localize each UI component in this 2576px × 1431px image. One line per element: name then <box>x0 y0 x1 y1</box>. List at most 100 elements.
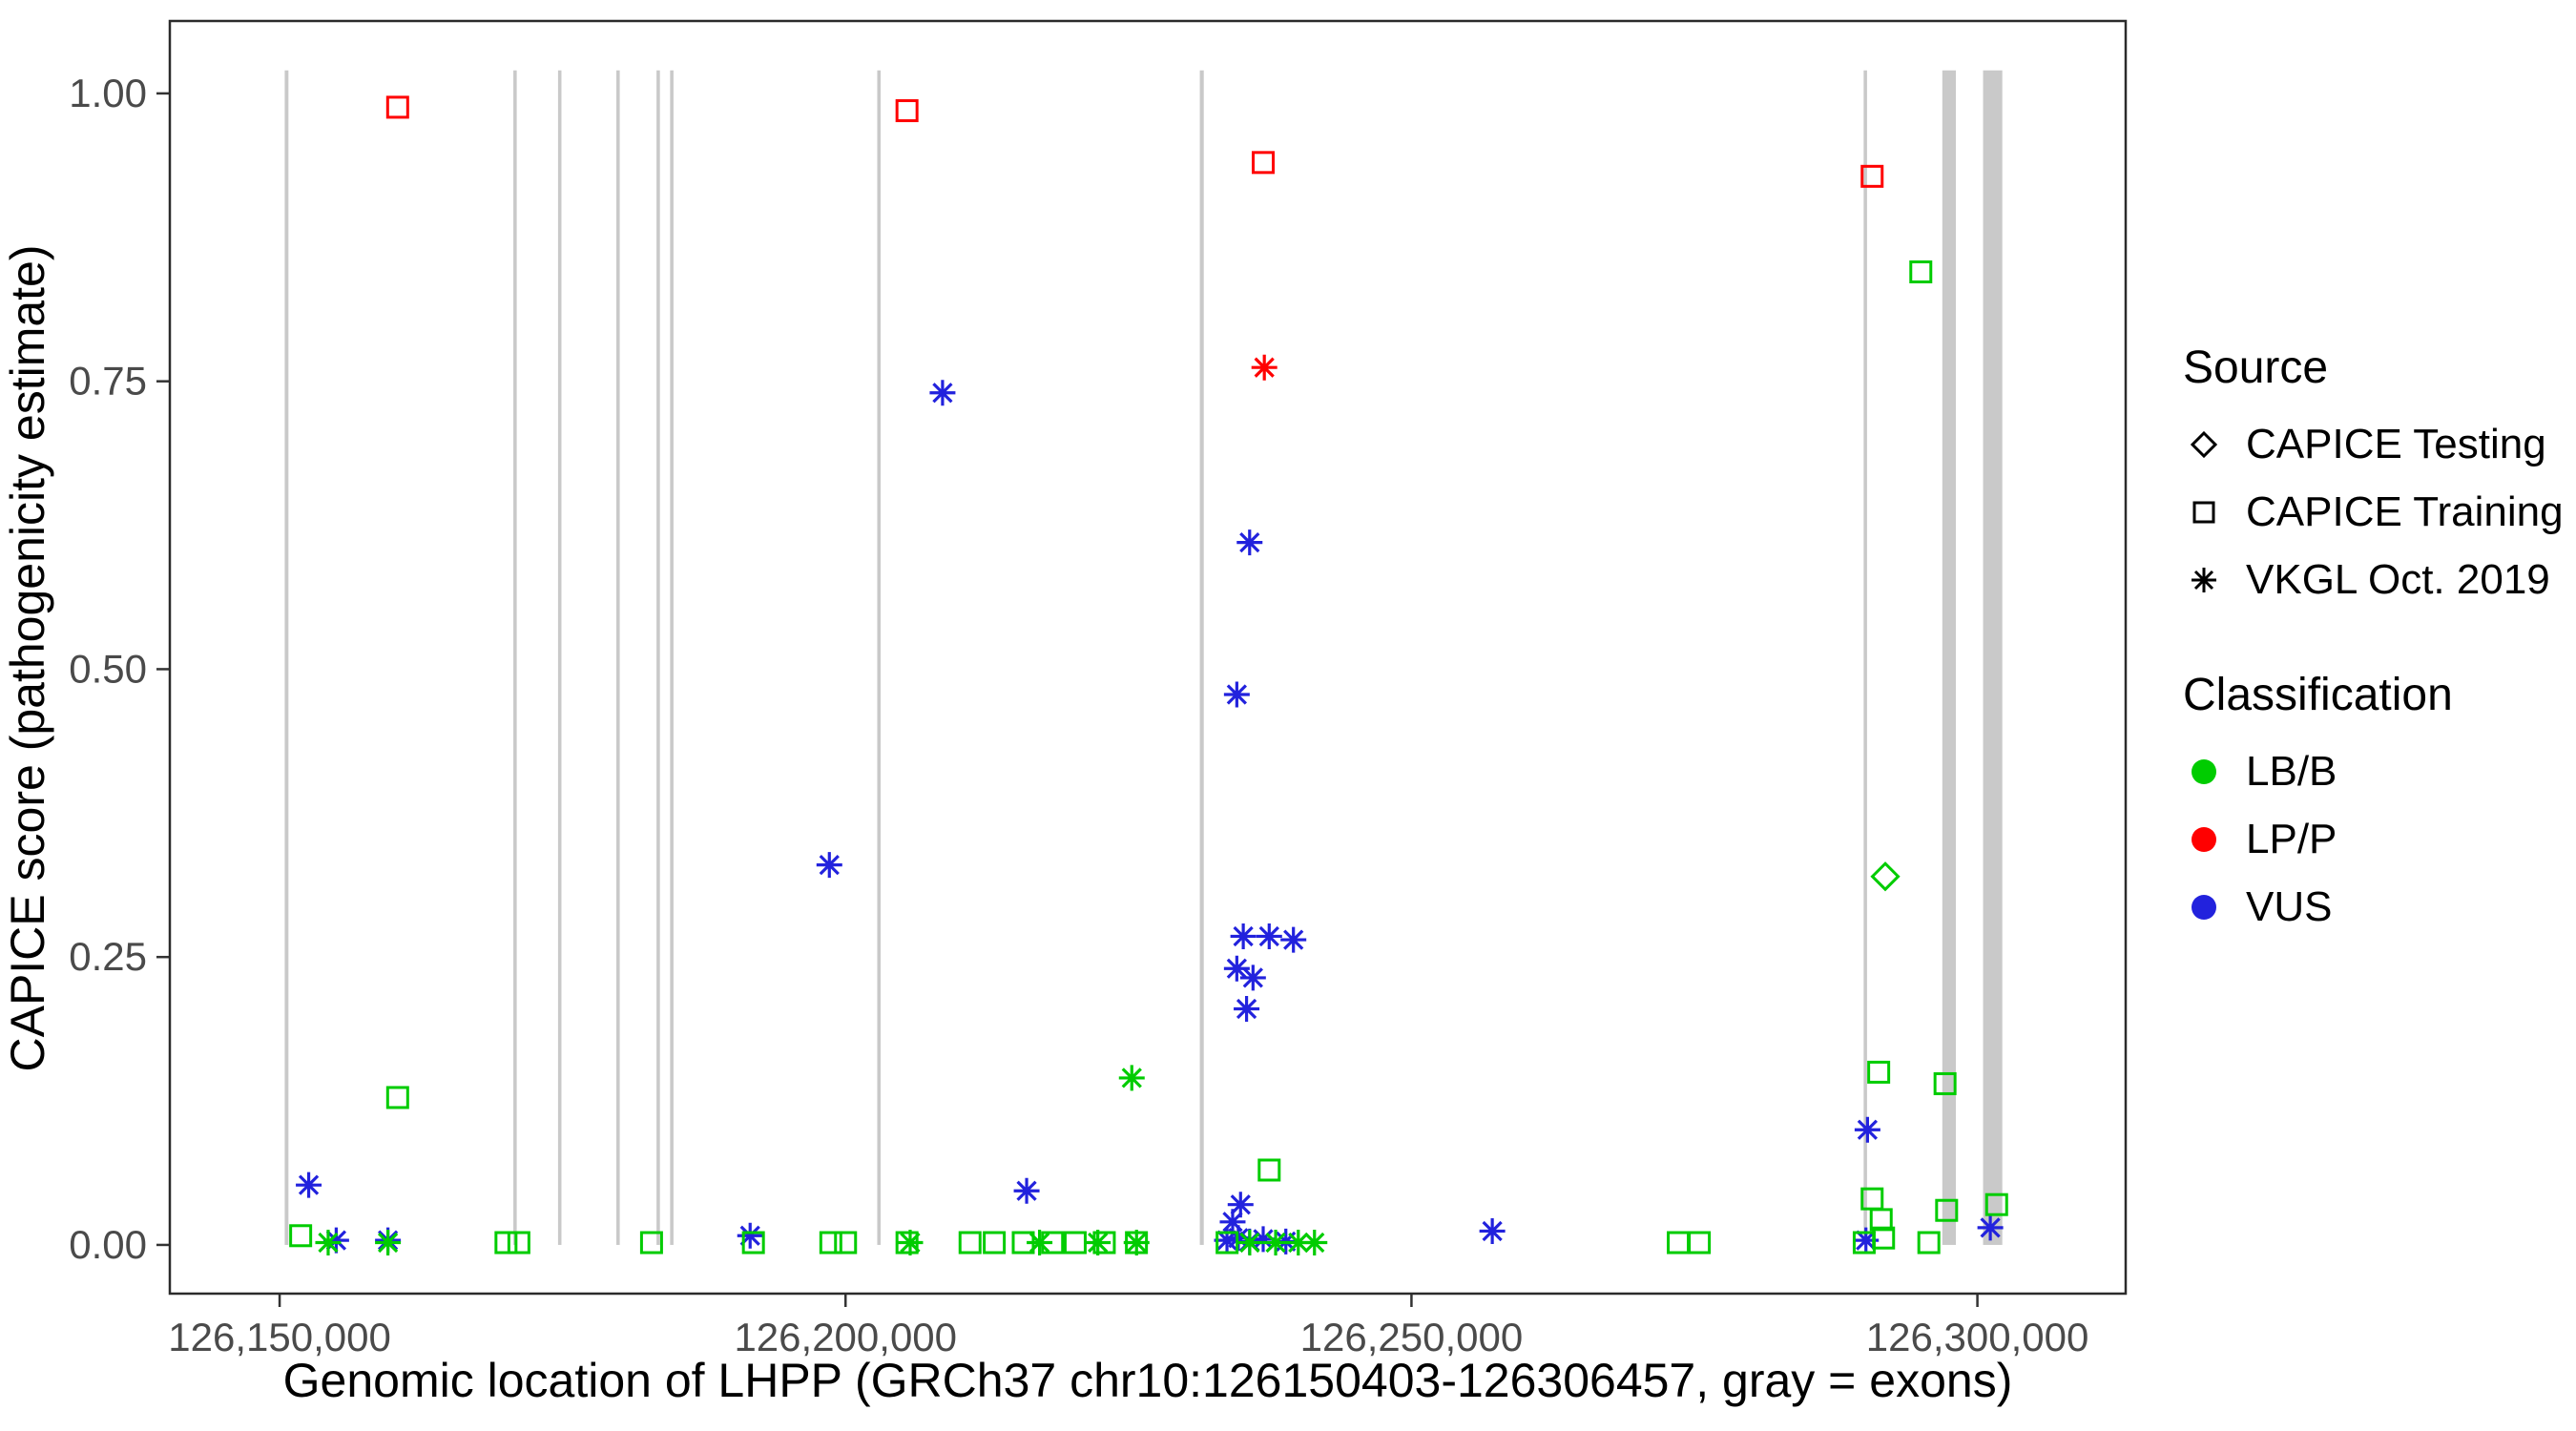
panel-border <box>168 19 2128 1296</box>
data-point <box>296 1172 322 1198</box>
vus-dot-icon <box>2183 886 2225 928</box>
data-point <box>897 1230 924 1256</box>
data-point <box>494 1231 518 1255</box>
x-axis-title: Genomic location of LHPP (GRCh37 chr10:1… <box>283 1354 2013 1407</box>
x-tick-label: 126,150,000 <box>168 1315 391 1359</box>
data-point <box>1301 1230 1328 1256</box>
x-tick-label: 126,300,000 <box>1866 1315 2089 1359</box>
lpp-dot-icon <box>2183 819 2225 861</box>
data-point <box>1285 1230 1312 1256</box>
legend-item-label: CAPICE Testing <box>2246 420 2546 467</box>
data-point <box>1234 996 1260 1022</box>
data-point <box>1869 1208 1893 1232</box>
y-tick-label: 0.00 <box>69 1222 147 1267</box>
legend-item-label: CAPICE Training <box>2246 487 2564 535</box>
data-point <box>1854 1116 1880 1143</box>
lbb-dot-icon <box>2183 751 2225 793</box>
data-point <box>1853 1227 1880 1254</box>
data-point <box>1667 1231 1691 1255</box>
y-axis-title: CAPICE score (pathogenicity estimate) <box>1 244 54 1071</box>
data-point <box>816 852 842 879</box>
legend-item-vus: VUS <box>2183 873 2569 941</box>
data-point <box>385 1086 409 1110</box>
data-point <box>1280 926 1307 953</box>
exon-bar <box>670 70 674 1245</box>
exon-bar <box>656 70 660 1245</box>
data-point <box>1252 151 1276 175</box>
data-point <box>1223 955 1250 982</box>
data-point <box>741 1231 765 1255</box>
legend-item-vkgl: VKGL Oct. 2019 <box>2183 546 2569 613</box>
data-point <box>1479 1217 1506 1244</box>
data-point <box>819 1231 842 1255</box>
exon-bar <box>1942 70 1957 1245</box>
x-tick-label: 126,200,000 <box>734 1315 957 1359</box>
data-point <box>1227 1192 1254 1218</box>
data-point <box>289 1224 313 1248</box>
data-point <box>322 1227 349 1254</box>
data-point <box>1870 861 1901 892</box>
axes: 126,150,000 126,200,000 126,250,000 126,300… <box>69 71 2088 1359</box>
y-tick-label: 0.75 <box>69 359 147 404</box>
data-point <box>983 1231 1007 1255</box>
y-tick-label: 0.25 <box>69 934 147 979</box>
data-point <box>895 99 919 123</box>
square-icon <box>2183 491 2225 533</box>
y-tick-label: 0.50 <box>69 646 147 691</box>
legend: Source CAPICE Testing CAPICE Training <box>2183 340 2569 941</box>
legend-source-title: Source <box>2183 342 2329 393</box>
data-points <box>289 95 2008 1256</box>
data-point <box>1236 1230 1263 1256</box>
data-point <box>1867 1060 1891 1084</box>
legend-classification-title: Classification <box>2183 670 2453 720</box>
diamond-icon <box>2183 424 2225 466</box>
exon-bar <box>877 70 882 1245</box>
exon-bars <box>284 70 2003 1245</box>
legend-item-lbb: LB/B <box>2183 737 2569 805</box>
data-point <box>1257 1158 1281 1182</box>
data-point <box>1063 1231 1087 1255</box>
asterisk-icon <box>2183 559 2225 601</box>
data-point <box>1977 1214 2004 1241</box>
exon-bar <box>1199 70 1204 1245</box>
data-point <box>1917 1231 1941 1255</box>
data-point <box>1984 1192 2008 1216</box>
data-point <box>1909 260 1933 284</box>
data-point <box>1214 1227 1240 1254</box>
y-tick-label: 1.00 <box>69 71 147 115</box>
exon-bar <box>1863 70 1867 1245</box>
data-point <box>1935 1198 1959 1222</box>
legend-item-label: LP/P <box>2246 815 2337 862</box>
data-point <box>1123 1230 1150 1256</box>
data-point <box>1239 964 1266 991</box>
exon-bar <box>1983 70 2003 1245</box>
data-point <box>958 1231 982 1255</box>
exon-bar <box>616 70 620 1245</box>
data-point <box>1860 164 1884 188</box>
legend-item-capice-training: CAPICE Training <box>2183 478 2569 546</box>
data-point <box>929 380 956 406</box>
exon-bar <box>557 70 562 1245</box>
data-point <box>639 1231 663 1255</box>
data-point <box>1230 923 1257 949</box>
legend-item-capice-testing: CAPICE Testing <box>2183 410 2569 478</box>
legend-item-label: VKGL Oct. 2019 <box>2246 555 2550 603</box>
data-point <box>1262 1230 1289 1256</box>
data-point <box>1027 1230 1053 1256</box>
data-point <box>1118 1065 1145 1091</box>
data-point <box>1250 1226 1277 1253</box>
legend-item-label: LB/B <box>2246 747 2337 795</box>
data-point <box>1251 354 1278 381</box>
data-point <box>315 1230 342 1256</box>
data-point <box>1013 1177 1040 1204</box>
data-point <box>1688 1231 1712 1255</box>
data-point <box>1256 923 1282 949</box>
legend-item-label: VUS <box>2246 882 2333 930</box>
data-point <box>737 1222 763 1249</box>
data-point <box>507 1231 530 1255</box>
data-point <box>1872 1226 1896 1250</box>
legend-classification: Classification LB/B LP/P VUS <box>2183 667 2569 941</box>
data-point <box>1085 1230 1111 1256</box>
